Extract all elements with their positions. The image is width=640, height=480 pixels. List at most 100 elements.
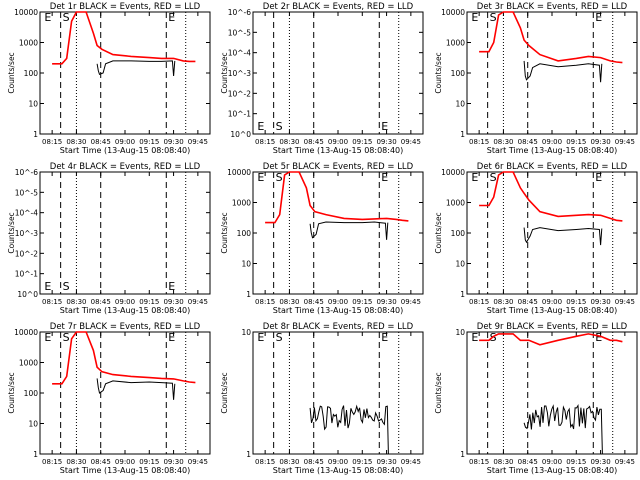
marker-e: E xyxy=(44,280,51,293)
y-tick-label: 10000 xyxy=(441,168,465,177)
x-tick-label: 08:15 xyxy=(469,138,489,146)
plot-frame xyxy=(252,171,424,295)
x-tick-label: 09:45 xyxy=(615,298,635,306)
x-tick-label: 08:30 xyxy=(279,458,299,466)
x-axis-title: Start Time (13-Aug-15 08:08:40) xyxy=(60,306,191,315)
y-tick-label: 1000 xyxy=(446,39,465,48)
plot-det-4: Det 4r BLACK = Events, RED = LLD 10^0 10^-… xyxy=(7,162,211,315)
x-tick-label: 09:15 xyxy=(139,138,159,146)
x-tick-label: 09:15 xyxy=(352,138,372,146)
x-tick-label: 08:15 xyxy=(255,298,275,306)
x-tick-label: 09:00 xyxy=(328,458,348,466)
x-tick-label: 09:00 xyxy=(328,138,348,146)
x-tick-label: 09:00 xyxy=(115,458,135,466)
x-axis-title: Start Time (13-Aug-15 08:08:40) xyxy=(273,466,404,475)
x-tick-label: 09:00 xyxy=(115,138,135,146)
plot-title: Det 7r BLACK = Events, RED = LLD xyxy=(50,322,201,332)
x-tick-label: 09:45 xyxy=(188,458,208,466)
marker-e: E xyxy=(168,331,175,344)
y-tick-label: 10 xyxy=(455,100,465,109)
y-axis-title: Counts/sec xyxy=(434,372,443,413)
y-tick-label: 1000 xyxy=(446,199,465,208)
marker-s: S xyxy=(490,11,497,24)
marker-e: E xyxy=(595,171,602,184)
plot-det-5: Det 5r BLACK = Events, RED = LLD 1 10 100 10… xyxy=(220,162,424,315)
x-tick-label: 08:30 xyxy=(66,138,86,146)
y-tick-label: 10^-2 xyxy=(15,249,39,258)
marker-e: E xyxy=(595,331,602,344)
y-tick-label: 1 xyxy=(33,450,38,459)
y-tick-label: 10^-4 xyxy=(228,49,252,58)
y-tick-label: 10^0 xyxy=(17,290,38,299)
x-tick-label: 08:30 xyxy=(493,458,513,466)
x-tick-label: 08:15 xyxy=(469,298,489,306)
x-tick-label: 08:45 xyxy=(518,298,538,306)
plot-frame xyxy=(466,331,638,455)
x-tick-label: 09:00 xyxy=(115,298,135,306)
x-tick-label: 09:30 xyxy=(590,458,610,466)
y-axis-title: Counts/sec xyxy=(220,212,229,253)
x-tick-label: 08:45 xyxy=(304,298,324,306)
y-axis-title: Counts/sec xyxy=(7,212,16,253)
x-tick-label: 09:00 xyxy=(542,298,562,306)
x-tick-label: 09:30 xyxy=(163,138,183,146)
x-tick-label: 08:30 xyxy=(493,298,513,306)
x-axis-title: Start Time (13-Aug-15 08:08:40) xyxy=(273,306,404,315)
plot-title: Det 5r BLACK = Events, RED = LLD xyxy=(263,162,414,172)
series-events xyxy=(309,404,389,455)
plot-frame xyxy=(39,11,211,135)
y-tick-label: 1 xyxy=(460,450,465,459)
x-tick-label: 08:15 xyxy=(469,458,489,466)
x-axis-title: Start Time (13-Aug-15 08:08:40) xyxy=(487,146,618,155)
marker-s: S xyxy=(276,171,283,184)
x-tick-label: 09:30 xyxy=(590,138,610,146)
x-tick-label: 09:45 xyxy=(615,458,635,466)
y-tick-label: 100 xyxy=(237,229,252,238)
marker-e: E xyxy=(381,120,388,133)
x-tick-label: 09:15 xyxy=(139,458,159,466)
plot-det-1: Det 1r BLACK = Events, RED = LLD 1 10 100 10… xyxy=(7,2,211,155)
x-tick-label: 08:45 xyxy=(91,298,111,306)
y-tick-label: 10 xyxy=(455,260,465,269)
y-axis-title: Counts/sec xyxy=(7,372,16,413)
x-axis-title: Start Time (13-Aug-15 08:08:40) xyxy=(60,146,191,155)
plot-title: Det 6r BLACK = Events, RED = LLD xyxy=(477,162,628,172)
marker-e: E xyxy=(44,331,51,344)
x-tick-label: 09:00 xyxy=(542,458,562,466)
y-tick-label: 100 xyxy=(24,389,39,398)
marker-s: S xyxy=(63,280,70,293)
x-tick-label: 09:15 xyxy=(566,138,586,146)
x-tick-label: 09:45 xyxy=(615,138,635,146)
x-tick-label: 09:00 xyxy=(542,138,562,146)
y-tick-label: 10^0 xyxy=(230,130,251,139)
marker-s: S xyxy=(490,171,497,184)
y-tick-label: 10^-1 xyxy=(228,110,252,119)
x-tick-label: 09:45 xyxy=(401,298,421,306)
plot-title: Det 4r BLACK = Events, RED = LLD xyxy=(50,162,201,172)
y-tick-label: 10^-2 xyxy=(228,89,252,98)
y-tick-label: 10 xyxy=(28,420,38,429)
series-lld xyxy=(265,171,409,224)
x-tick-label: 08:15 xyxy=(42,298,62,306)
y-tick-label: 1 xyxy=(246,290,251,299)
x-tick-label: 09:15 xyxy=(352,458,372,466)
y-tick-label: 100 xyxy=(451,229,466,238)
x-tick-label: 09:30 xyxy=(163,298,183,306)
x-tick-label: 08:45 xyxy=(91,138,111,146)
marker-e: E xyxy=(257,171,264,184)
series-events xyxy=(96,378,176,400)
series-lld xyxy=(52,11,196,65)
series-events xyxy=(309,221,389,240)
x-tick-label: 09:45 xyxy=(401,458,421,466)
marker-e: E xyxy=(381,171,388,184)
plot-det-7: Det 7r BLACK = Events, RED = LLD 1 10 100 10… xyxy=(7,322,211,475)
y-axis-title: Counts/sec xyxy=(220,52,229,93)
marker-e: E xyxy=(168,280,175,293)
y-tick-label: 10000 xyxy=(14,328,38,337)
y-tick-label: 10000 xyxy=(14,8,38,17)
x-tick-label: 09:15 xyxy=(352,298,372,306)
marker-e: E xyxy=(471,331,478,344)
y-axis-title: Counts/sec xyxy=(434,212,443,253)
marker-e: E xyxy=(257,120,264,133)
plot-frame xyxy=(39,171,211,295)
